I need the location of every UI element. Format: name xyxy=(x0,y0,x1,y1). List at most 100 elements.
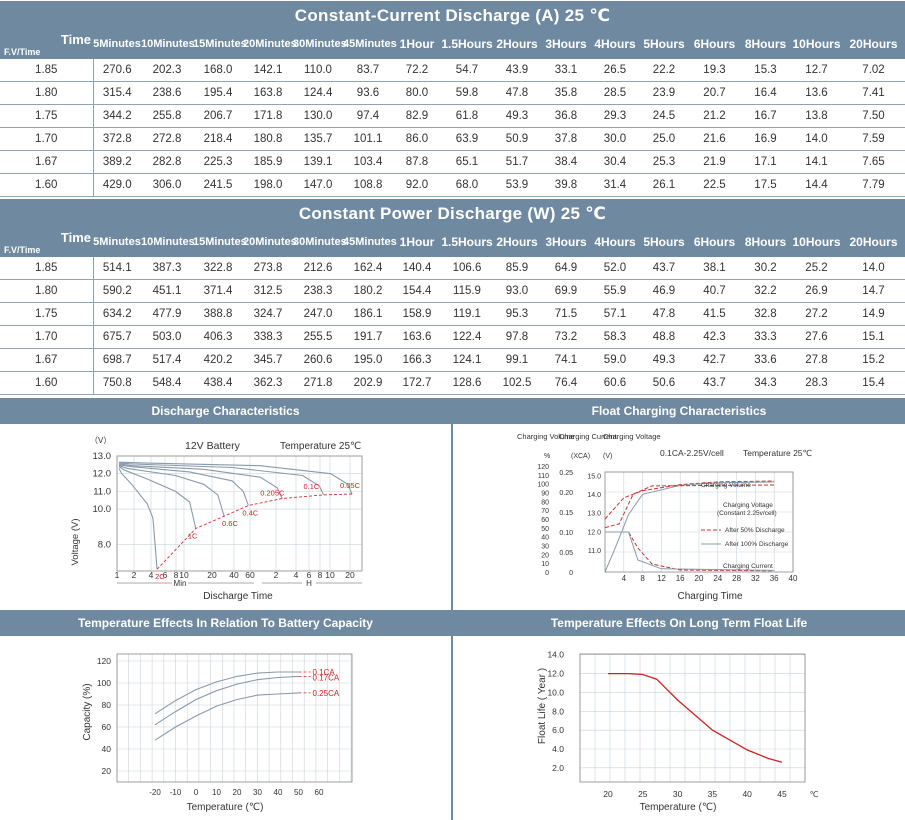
table-cell: 124.4 xyxy=(293,81,343,105)
x-tick-label: 28 xyxy=(732,574,741,583)
table-cell: 71.5 xyxy=(541,302,591,326)
table-cell: 99.1 xyxy=(493,348,541,372)
column-header: 5Minutes xyxy=(93,227,141,257)
y-tick-label: 14.0 xyxy=(547,650,564,660)
table-cell: 590.2 xyxy=(93,279,141,303)
float-temperature: Temperature 25℃ xyxy=(743,448,813,458)
table-row: 1.80 315.4 238.6 195.4 163.8 124.4 93.6 80.0 59.… xyxy=(0,81,905,105)
table-row: 1.80 590.2 451.1 371.4 312.5 238.3 180.2 154.4 1… xyxy=(0,279,905,303)
column-header: 20Hours xyxy=(842,29,905,59)
table-cell: 72.2 xyxy=(393,59,441,82)
column-header: 45Minutes xyxy=(343,29,397,59)
table-cell: 25.0 xyxy=(639,127,689,151)
table-cell: 68.0 xyxy=(441,173,493,197)
float-charging-chart: Charging Volume Charging Current Chargin… xyxy=(517,432,813,602)
table-cell: 35.8 xyxy=(541,81,591,105)
x-tick-label: 8 xyxy=(318,570,323,580)
x-tick-label: 10 xyxy=(212,788,221,797)
table-cell: 255.8 xyxy=(141,104,193,128)
table-cell: 97.8 xyxy=(493,325,541,349)
float-condition: 0.1CA-2.25V/cell xyxy=(660,448,724,458)
table-cell: 13.6 xyxy=(791,81,842,105)
y-tick-volume: 50 xyxy=(541,526,549,533)
discharge-chart: （V） 12V Battery Temperature 25℃ Voltage … xyxy=(70,436,363,602)
table-cell: 451.1 xyxy=(141,279,193,303)
table-cell: 168.0 xyxy=(193,59,243,82)
table-cell: 65.1 xyxy=(441,150,493,174)
y-tick-voltage: 11.0 xyxy=(588,548,601,555)
y-tick-voltage: 13.0 xyxy=(587,511,601,518)
y-tick-current: 0.15 xyxy=(559,510,573,517)
table-cell: 206.7 xyxy=(193,104,243,128)
y-tick-label: 8.0 xyxy=(552,706,564,716)
table-cell: 57.1 xyxy=(591,302,639,326)
column-header: 15Minutes xyxy=(193,29,247,59)
table-cell: 7.41 xyxy=(842,81,905,105)
table-cell: 272.8 xyxy=(141,127,193,151)
table-cell: 23.9 xyxy=(639,81,689,105)
table-cell: 15.4 xyxy=(842,371,905,395)
column-header: 1Hour xyxy=(393,29,441,59)
table-cell: 270.6 xyxy=(93,59,141,82)
curve-current-100 xyxy=(605,531,775,571)
table-cell: 26.9 xyxy=(791,279,842,303)
table-cell: 171.8 xyxy=(243,104,293,128)
table-cell: 39.8 xyxy=(541,173,591,197)
row-fv-cell: 1.80 xyxy=(0,81,94,105)
table-cell: 163.8 xyxy=(243,81,293,105)
table-cell: 61.8 xyxy=(441,104,493,128)
table-row: 1.60 429.0 306.0 241.5 198.0 147.0 108.8 92.0 68… xyxy=(0,173,905,197)
column-header: 5Hours xyxy=(639,227,689,257)
plot-frame xyxy=(604,471,794,573)
table-cell: 43.7 xyxy=(639,257,689,280)
x-tick-label: 1 xyxy=(115,570,120,580)
table-cell: 163.6 xyxy=(393,325,441,349)
x-tick-label: 2 xyxy=(132,570,137,580)
float-life-panel-title: Temperature Effects On Long Term Float L… xyxy=(453,610,905,636)
discharge-unit-v: （V） xyxy=(90,436,111,445)
series-label: 0.1C xyxy=(303,482,319,491)
table-cell: 7.79 xyxy=(842,173,905,197)
row-fv-cell: 1.60 xyxy=(0,371,94,395)
tcap-xlabel: Temperature (℃) xyxy=(187,802,264,813)
discharge-curve-0.05C xyxy=(118,461,353,495)
x-tick-label: 40 xyxy=(229,570,239,580)
y-tick-volume: 0 xyxy=(545,570,549,577)
table-cell: 128.6 xyxy=(441,371,493,395)
table-cell: 17.5 xyxy=(740,173,791,197)
discharge-xlabel: Discharge Time xyxy=(203,591,273,602)
row-fv-cell: 1.80 xyxy=(0,279,94,303)
life-x-unit: ℃ xyxy=(810,790,819,799)
capacity-curve-0.25CA xyxy=(154,692,299,741)
table-cell: 101.1 xyxy=(343,127,393,151)
plot-frame xyxy=(116,455,363,572)
table-cell: 16.9 xyxy=(740,127,791,151)
y-tick-current: 0.25 xyxy=(559,470,573,477)
table-cell: 7.59 xyxy=(842,127,905,151)
table-cell: 85.9 xyxy=(493,257,541,280)
column-header: 8Hours xyxy=(740,227,791,257)
x-tick-label: 40 xyxy=(274,788,283,797)
table-cell: 16.4 xyxy=(740,81,791,105)
table-cell: 49.3 xyxy=(493,104,541,128)
x-tick-label: -20 xyxy=(149,788,161,797)
table-cell: 140.4 xyxy=(393,257,441,280)
plot-frame xyxy=(116,653,353,783)
float-unit-xca: (XCA) xyxy=(571,453,590,460)
table-cell: 103.4 xyxy=(343,150,393,174)
table-cell: 52.0 xyxy=(591,257,639,280)
table-row: 1.70 675.7 503.0 406.3 338.3 255.5 191.7 163.6 1… xyxy=(0,325,905,349)
y-tick-current: 0.05 xyxy=(559,550,573,557)
y-tick-volume: 60 xyxy=(541,517,549,524)
column-header: 3Hours xyxy=(541,29,591,59)
table-cell: 191.7 xyxy=(343,325,393,349)
x-tick-label: 60 xyxy=(315,788,324,797)
table-cell: 238.6 xyxy=(141,81,193,105)
table-cell: 43.7 xyxy=(689,371,740,395)
row-fv-cell: 1.75 xyxy=(0,104,94,128)
table-cell: 33.1 xyxy=(541,59,591,82)
y-tick-current: 0.20 xyxy=(559,490,573,497)
table-cell: 180.8 xyxy=(243,127,293,151)
table-cell: 26.5 xyxy=(591,59,639,82)
column-header: 15Minutes xyxy=(193,227,247,257)
